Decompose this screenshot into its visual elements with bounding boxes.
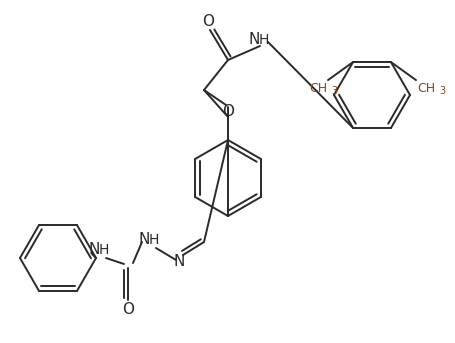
Text: H: H [258,33,268,47]
Text: CH: CH [416,82,434,95]
Text: O: O [202,14,213,29]
Text: N: N [88,243,100,258]
Text: H: H [148,233,159,247]
Text: CH: CH [308,82,326,95]
Text: H: H [99,243,109,257]
Text: N: N [173,253,184,269]
Text: 3: 3 [330,86,336,96]
Text: N: N [248,33,259,47]
Text: 3: 3 [438,86,444,96]
Text: N: N [138,233,149,248]
Text: O: O [122,303,134,318]
Text: O: O [222,105,233,119]
